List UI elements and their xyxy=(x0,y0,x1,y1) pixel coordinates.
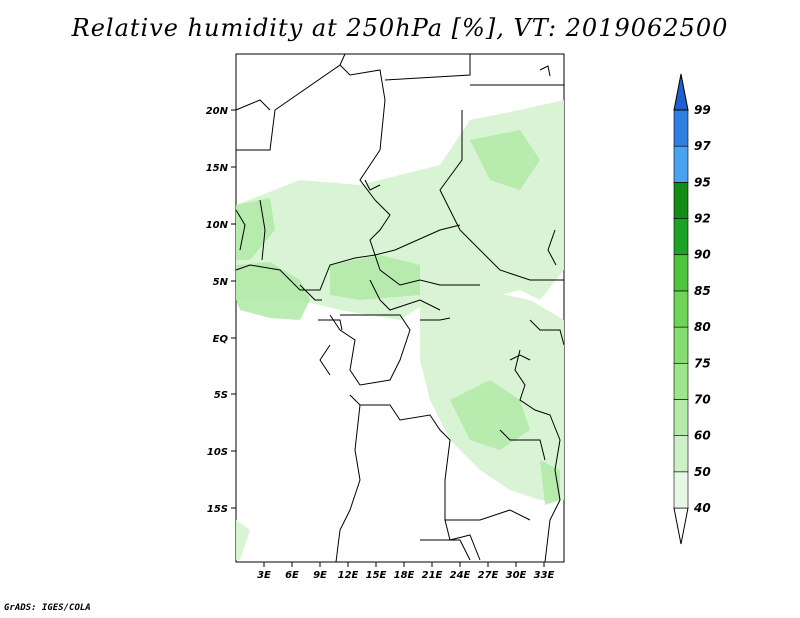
colorbar-segment xyxy=(673,145,689,183)
lat-label: 5S xyxy=(214,390,228,401)
lon-label: 27E xyxy=(478,570,499,581)
colorbar-segment xyxy=(673,362,689,400)
colorbar-label: 50 xyxy=(694,465,711,479)
lat-tick-labels: 20N 15N 10N 5N EQ 5S 10S 15S xyxy=(206,106,229,515)
lat-label: EQ xyxy=(213,334,229,345)
colorbar-segment xyxy=(673,399,689,436)
colorbar-label: 95 xyxy=(694,175,711,189)
lon-label: 6E xyxy=(285,570,299,581)
colorbar-segment xyxy=(673,326,689,364)
country-borders xyxy=(235,53,565,563)
lon-tick-labels: 3E 6E 9E 12E 15E 18E 21E 24E 27E 30E 33E xyxy=(257,570,554,581)
lon-label: 30E xyxy=(506,570,527,581)
colorbar-label: 75 xyxy=(694,356,711,370)
colorbar-label: 60 xyxy=(694,429,711,443)
lat-label: 15N xyxy=(206,163,229,174)
colorbar-label: 97 xyxy=(694,139,711,153)
lon-label: 18E xyxy=(394,570,415,581)
colorbar-segment xyxy=(673,109,689,147)
lat-label: 10N xyxy=(206,220,229,231)
chart-title: Relative humidity at 250hPa [%], VT: 201… xyxy=(71,14,729,42)
credit-text: GrADS: IGES/COLA xyxy=(4,603,91,613)
colorbar-label: 70 xyxy=(694,392,711,406)
lon-label: 15E xyxy=(366,570,387,581)
lon-ticks xyxy=(263,562,545,567)
lat-label: 20N xyxy=(206,106,229,117)
lat-label: 15S xyxy=(207,504,228,515)
colorbar-label: 40 xyxy=(693,501,711,515)
colorbar-low-arrow xyxy=(673,507,689,545)
colorbar-label: 80 xyxy=(694,320,711,334)
colorbar: 40 50 60 70 75 80 85 90 92 95 97 99 xyxy=(673,73,711,545)
colorbar-segment xyxy=(673,435,689,473)
colorbar-label: 90 xyxy=(694,248,711,262)
colorbar-segment xyxy=(673,254,689,292)
colorbar-label: 99 xyxy=(694,103,711,117)
colorbar-segment xyxy=(673,471,689,509)
colorbar-segment xyxy=(673,182,689,219)
lon-label: 21E xyxy=(422,570,443,581)
lat-label: 5N xyxy=(213,277,229,288)
colorbar-label: 92 xyxy=(694,212,711,226)
lon-label: 33E xyxy=(534,570,555,581)
lat-label: 10S xyxy=(207,447,228,458)
lon-label: 9E xyxy=(313,570,327,581)
map-panel: 3E 6E 9E 12E 15E 18E 21E 24E 27E 30E 33E… xyxy=(206,53,565,581)
lon-label: 12E xyxy=(338,570,359,581)
lon-label: 3E xyxy=(257,570,271,581)
colorbar-high-arrow xyxy=(673,73,689,111)
colorbar-label: 85 xyxy=(694,284,711,298)
lon-label: 24E xyxy=(450,570,471,581)
lat-ticks xyxy=(231,109,236,509)
humidity-shading-dense xyxy=(236,130,560,505)
colorbar-segment xyxy=(673,290,689,328)
colorbar-segment xyxy=(673,218,689,256)
